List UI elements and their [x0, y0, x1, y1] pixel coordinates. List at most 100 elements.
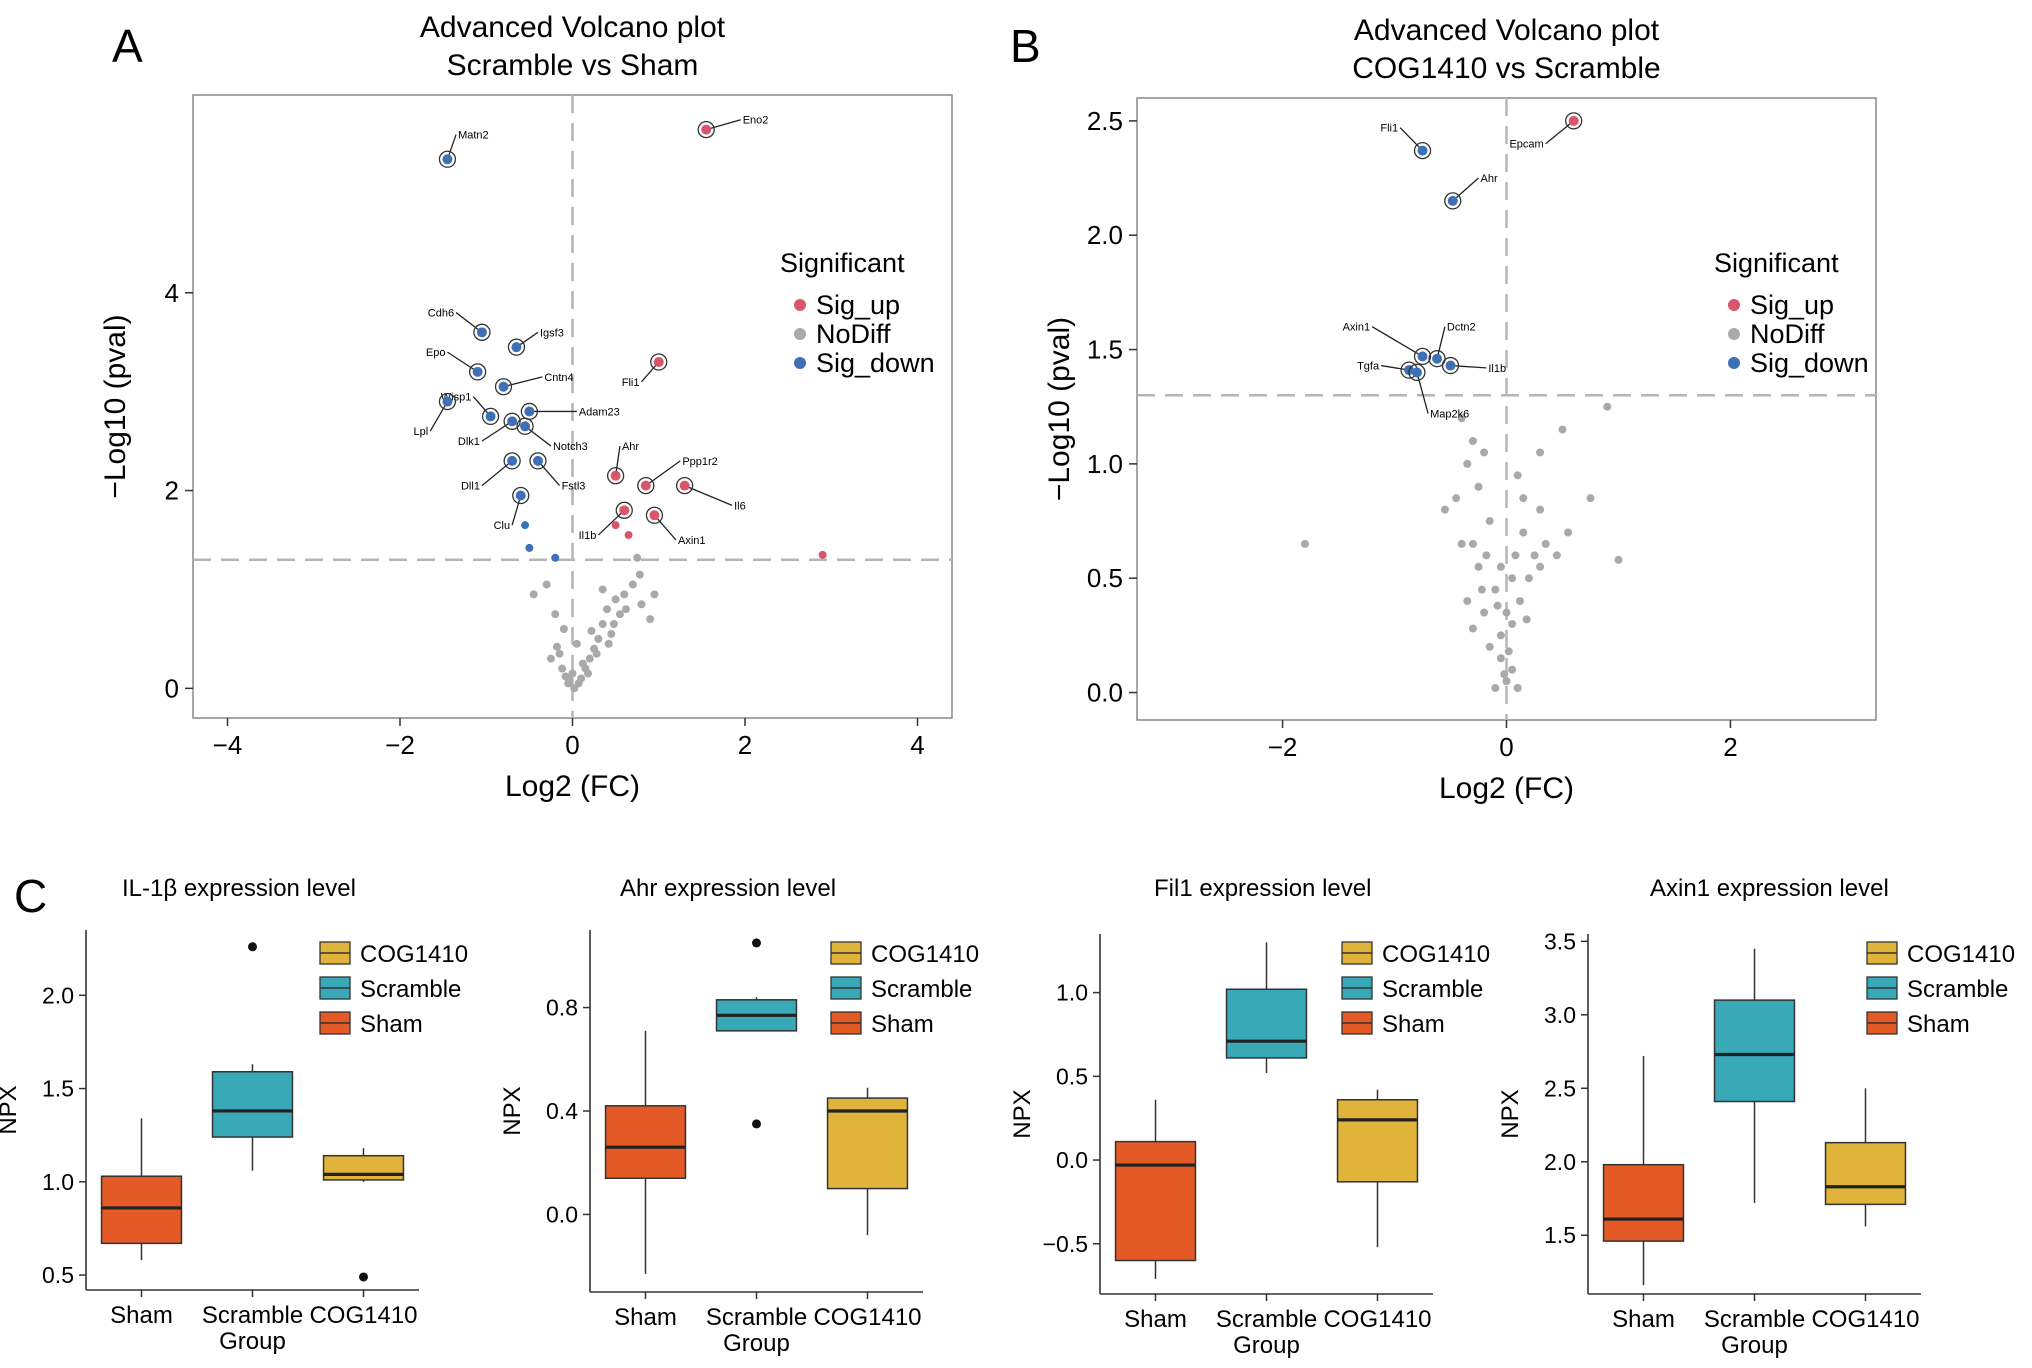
point-sig-down [525, 543, 534, 552]
label-leader-line [524, 425, 552, 447]
point-highlight-ring [615, 501, 633, 519]
point-fli1 [1417, 145, 1428, 156]
y-tick-label: 1.5 [1087, 335, 1123, 365]
point-nodiff [1508, 574, 1517, 583]
legend-label: Sham [1907, 1011, 1970, 1038]
point-label: Adam23 [579, 406, 620, 418]
point-nodiff [611, 595, 620, 604]
point-sig-up [611, 521, 620, 530]
legend-label: COG1410 [871, 941, 979, 968]
panel-letter-c: C [14, 870, 47, 922]
point-nodiff [1552, 551, 1561, 560]
point-nodiff [1536, 448, 1545, 457]
point-nodiff [1513, 683, 1522, 692]
point-nodiff [551, 610, 560, 619]
point-axin1 [1417, 351, 1428, 362]
point-highlight-ring [494, 378, 513, 396]
point-notch3 [520, 421, 531, 432]
x-tick-label: COG1410 [1811, 1306, 1919, 1333]
label-leader-line [511, 495, 522, 526]
point-nodiff [555, 649, 564, 658]
point-nodiff [1522, 615, 1531, 624]
y-tick-label: 2.0 [42, 982, 74, 1008]
point-label: Epcam [1509, 139, 1543, 151]
point-cdh6 [476, 327, 487, 338]
point-sig-up [818, 550, 827, 559]
point-highlight-ring [438, 150, 457, 168]
x-tick-label: Scramble [1216, 1306, 1317, 1333]
point-nodiff [1468, 624, 1477, 633]
legend-label: Scramble [1382, 976, 1483, 1003]
point-highlight-ring [645, 506, 664, 524]
x-tick-label: −2 [385, 730, 415, 760]
point-sig-down [521, 521, 530, 530]
y-tick-label: 0.5 [42, 1262, 74, 1288]
chart-title: Advanced Volcano plot [420, 11, 726, 44]
x-axis-label: Group [1721, 1332, 1788, 1359]
label-leader-line [481, 420, 513, 442]
point-nodiff [1457, 414, 1466, 423]
point-nodiff [585, 654, 594, 663]
x-tick-label: 0 [565, 730, 579, 760]
point-label: Cdh6 [428, 308, 454, 320]
point-nodiff [1496, 631, 1505, 640]
label-leader-line [481, 460, 513, 487]
legend-label: Sham [360, 1011, 423, 1038]
point-nodiff [1493, 601, 1502, 610]
point-highlight-ring [1428, 350, 1446, 368]
point-nodiff [572, 639, 581, 648]
point-label: Il1b [579, 530, 597, 542]
panel-letter-a: A [112, 20, 143, 72]
x-tick-label: COG1410 [1323, 1306, 1431, 1333]
boxplot-il1b: IL-1β expression level 0.5 1.0 1.5 2.0 Sham Sc… [0, 875, 468, 1355]
point-nodiff [584, 669, 593, 678]
outlier-point-scramble [248, 942, 257, 952]
panel-letter-b: B [1010, 20, 1041, 72]
boxplot-axin1: Axin1 expression level 1.5 2.0 2.5 3.0 3.5 Sha… [1497, 875, 2015, 1359]
y-tick-label: 1.0 [1087, 449, 1123, 479]
point-label: Fli1 [622, 377, 640, 389]
x-axis-label: Group [723, 1330, 790, 1357]
point-nodiff [1477, 585, 1486, 594]
chart-title: Ahr expression level [620, 875, 836, 902]
point-lpl [442, 396, 453, 407]
label-leader-line [429, 401, 448, 432]
label-leader-line [537, 460, 561, 487]
point-nodiff [628, 580, 637, 589]
point-nodiff [1474, 562, 1483, 571]
point-adam23 [524, 406, 535, 417]
point-nodiff [1508, 665, 1517, 674]
point-label: Igsf3 [540, 327, 564, 339]
x-tick-label: Sham [1612, 1306, 1675, 1333]
legend-label: Scramble [871, 976, 972, 1003]
x-axis-label: Log2 (FC) [505, 770, 640, 803]
y-tick-label: 0.4 [546, 1098, 578, 1124]
box-sham [1602, 1163, 1685, 1242]
point-nodiff [574, 679, 583, 688]
point-nodiff [1504, 647, 1513, 656]
point-nodiff [568, 669, 577, 678]
point-nodiff [1586, 494, 1595, 503]
label-leader-line [1399, 127, 1423, 152]
y-tick-label: 2.0 [1087, 220, 1123, 250]
point-nodiff [587, 626, 596, 635]
box-cog1410 [1824, 1141, 1907, 1206]
label-leader-line [706, 119, 741, 131]
label-leader-line [653, 514, 677, 541]
point-highlight-ring [481, 407, 500, 426]
label-leader-line [1371, 326, 1423, 357]
point-nodiff [1515, 597, 1524, 606]
point-label: Axin1 [678, 535, 706, 547]
point-nodiff [1558, 425, 1567, 434]
point-ahr [1447, 195, 1458, 206]
point-highlight-ring [697, 120, 715, 139]
point-label: Dlk1 [458, 436, 480, 448]
point-nodiff [620, 590, 629, 599]
point-nodiff [607, 629, 616, 638]
point-label: Il6 [734, 500, 746, 512]
point-label: Ahr [1481, 173, 1498, 185]
point-nodiff [635, 570, 644, 579]
point-highlight-ring [473, 323, 491, 341]
point-label: Axin1 [1343, 322, 1371, 334]
